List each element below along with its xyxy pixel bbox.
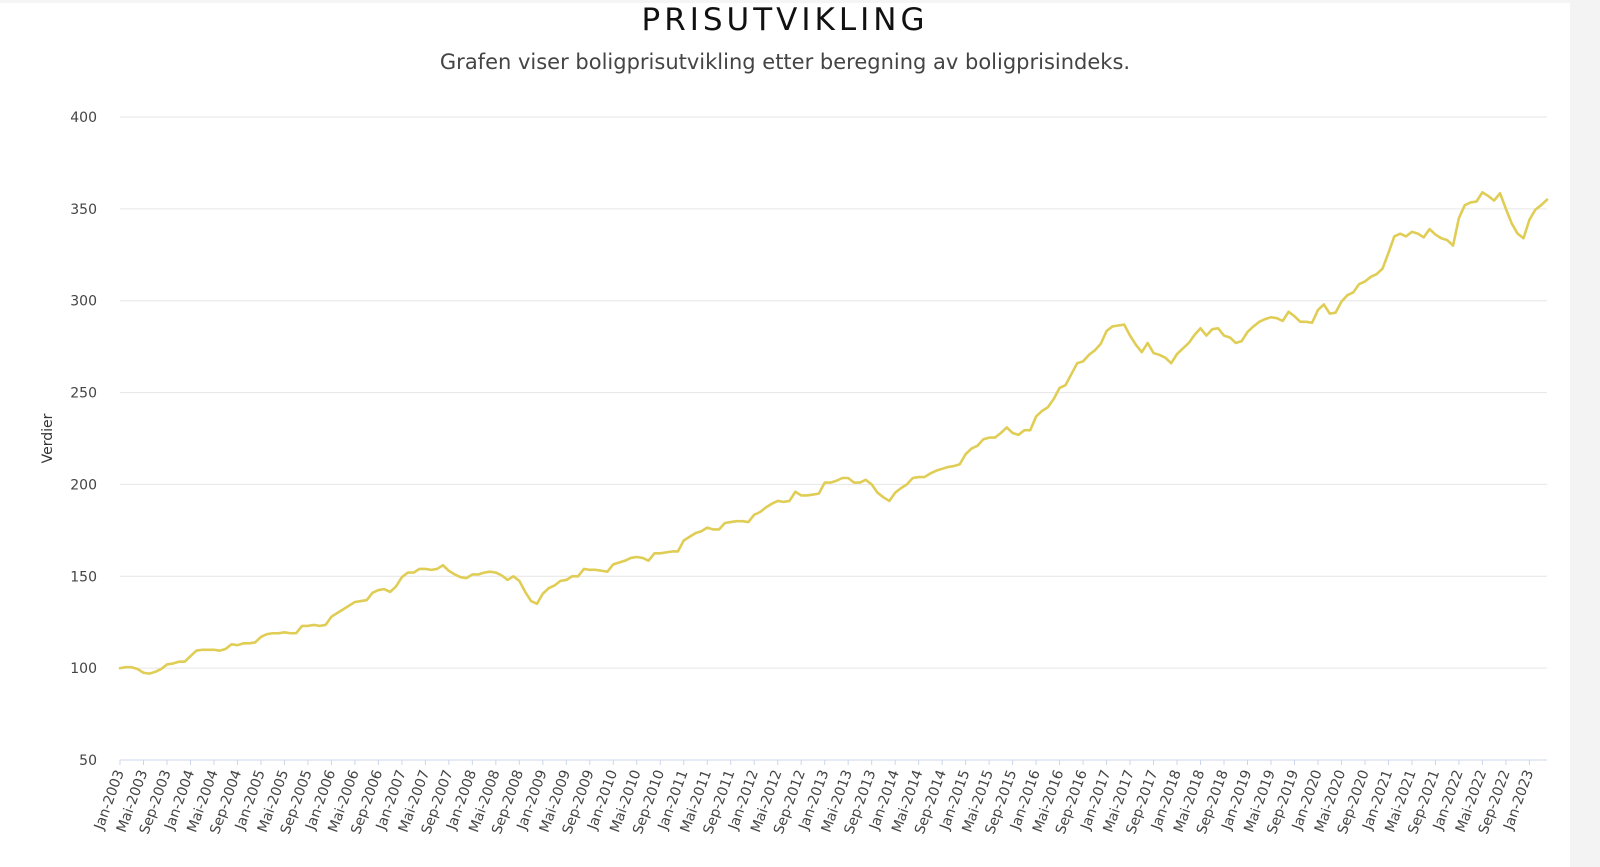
y-tick-label: 100 xyxy=(70,661,97,677)
y-axis-ticks: 50 100 150 200 250 300 350 400 xyxy=(70,110,97,769)
price-index-line xyxy=(118,191,1549,675)
y-axis-label: Verdier xyxy=(40,413,56,463)
y-tick-label: 200 xyxy=(70,477,97,493)
chart-subtitle: Grafen viser boligprisutvikling etter be… xyxy=(439,50,1131,74)
y-tick-label: 150 xyxy=(70,569,97,585)
y-tick-label: 300 xyxy=(70,294,97,310)
y-tick-label: 350 xyxy=(70,202,97,218)
chart-title: PRISUTVIKLING xyxy=(641,2,929,38)
y-tick-label: 250 xyxy=(70,386,97,402)
y-tick-label: 50 xyxy=(79,753,97,769)
y-tick-label: 400 xyxy=(70,110,97,126)
gridlines xyxy=(120,116,1547,761)
scrollbar-gutter xyxy=(1570,0,1600,867)
top-edge xyxy=(0,0,1600,3)
x-axis-ticks: Jan-2003Mai-2003Sep-2003Jan-2004Mai-2004… xyxy=(91,760,1537,836)
